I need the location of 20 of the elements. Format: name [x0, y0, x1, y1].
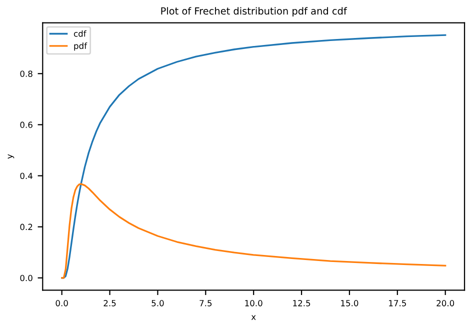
- x-axis-title: x: [251, 315, 256, 320]
- x-tick-label: 10.0: [245, 300, 262, 306]
- x-tick-label: 7.5: [200, 300, 212, 306]
- y-tick-label: 0.4: [20, 172, 32, 180]
- y-tick-label: 0.8: [20, 70, 32, 77]
- x-tick-label: 5.0: [152, 300, 164, 306]
- x-tick-label: 0.0: [56, 300, 68, 306]
- x-tick-label: 12.5: [293, 300, 310, 306]
- x-tick-label: 17.5: [389, 300, 406, 306]
- x-tick-label: 2.5: [104, 300, 116, 306]
- y-tick-label: 0.2: [20, 224, 32, 230]
- legend-label: cdf: [74, 30, 86, 37]
- chart-title: Plot of Frechet distribution pdf and cdf: [161, 7, 348, 17]
- line-series: [61, 183, 446, 279]
- y-axis-title: y: [8, 154, 14, 159]
- legend-label: pdf: [74, 42, 88, 51]
- y-tick-label: 0.0: [20, 274, 32, 282]
- x-tick-label: 15.0: [341, 300, 358, 306]
- x-tick-label: 20.0: [436, 300, 454, 306]
- y-tick-label: 0.6: [20, 122, 32, 128]
